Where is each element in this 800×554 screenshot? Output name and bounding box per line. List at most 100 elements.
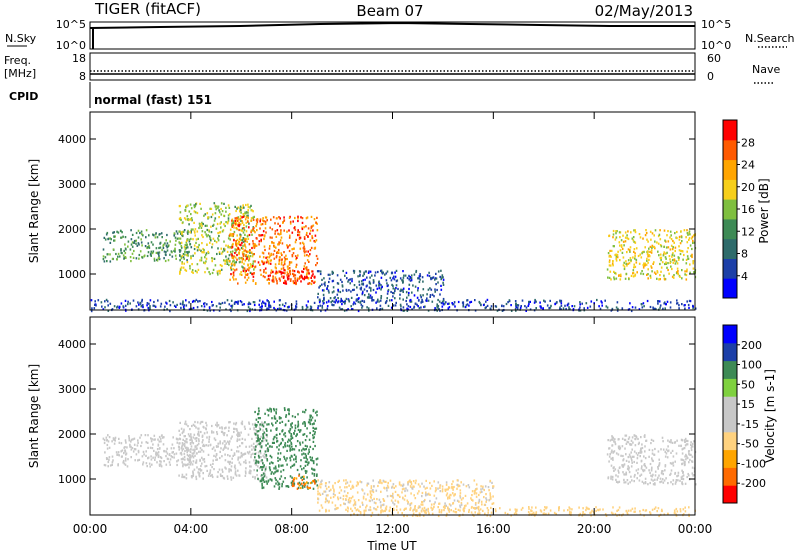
power-echo-cell — [132, 256, 135, 259]
velocity-echo-cell — [321, 479, 323, 482]
velocity-echo-cell — [286, 463, 288, 466]
velocity-echo-cell — [386, 495, 389, 498]
velocity-echo-cell — [691, 466, 694, 469]
velocity-echo-cell — [230, 437, 232, 440]
power-echo-cell — [158, 254, 160, 257]
velocity-echo-cell — [299, 443, 302, 446]
power-echo-cell — [179, 302, 182, 305]
power-echo-cell — [164, 242, 166, 245]
power-echo-cell — [295, 307, 297, 310]
velocity-echo-cell — [604, 513, 607, 516]
power-echo-cell — [657, 302, 659, 305]
power-echo-cell — [163, 257, 165, 260]
power-echo-cell — [350, 290, 352, 293]
power-echo-cell — [668, 255, 671, 258]
velocity-echo-cell — [183, 455, 186, 458]
velocity-echo-cell — [381, 509, 383, 512]
power-echo-cell — [236, 207, 238, 210]
velocity-echo-cell — [192, 473, 195, 476]
velocity-echo-cell — [481, 487, 484, 490]
power-echo-cell — [372, 299, 375, 302]
velocity-echo-cell — [211, 466, 213, 469]
power-echo-cell — [269, 305, 271, 308]
velocity-echo-cell — [672, 461, 674, 464]
velocity-echo-cell — [679, 479, 681, 482]
nave-tick-bottom: 0 — [707, 70, 714, 83]
velocity-echo-cell — [431, 512, 434, 515]
velocity-echo-cell — [255, 418, 258, 421]
power-echo-cell — [235, 240, 237, 243]
velocity-echo-cell — [373, 507, 375, 510]
velocity-echo-cell — [608, 460, 610, 463]
power-echo-cell — [644, 264, 646, 267]
velocity-echo-cell — [389, 479, 392, 482]
power-echo-cell — [334, 296, 336, 299]
power-echo-cell — [318, 299, 321, 302]
velocity-echo-cell — [651, 457, 653, 460]
power-echo-cell — [181, 231, 183, 234]
power-echo-cell — [394, 289, 396, 293]
velocity-echo-cell — [651, 466, 653, 469]
power-echo-cell — [427, 299, 430, 302]
velocity-echo-cell — [275, 470, 278, 473]
velocity-echo-cell — [305, 470, 308, 473]
power-echo-cell — [651, 232, 654, 235]
power-echo-cell — [273, 300, 275, 303]
velocity-echo-cell — [431, 508, 433, 511]
power-echo-cell — [282, 264, 285, 267]
power-echo-cell — [259, 218, 262, 221]
power-echo-cell — [391, 271, 393, 274]
velocity-echo-cell — [629, 455, 631, 458]
power-echo-cell — [442, 278, 445, 281]
power-echo-cell — [182, 253, 185, 256]
power-echo-cell — [287, 278, 289, 281]
velocity-echo-cell — [457, 508, 460, 511]
power-echo-cell — [647, 255, 649, 258]
velocity-echo-cell — [306, 427, 308, 430]
velocity-echo-cell — [468, 508, 470, 512]
power-echo-cell — [244, 259, 247, 262]
velocity-echo-cell — [417, 483, 420, 486]
power-echo-cell — [448, 302, 450, 305]
velocity-echo-cell — [325, 498, 327, 501]
velocity-echo-cell — [380, 510, 383, 513]
power-echo-cell — [371, 299, 373, 302]
power-echo-cell — [198, 222, 201, 225]
velocity-echo-cell — [472, 499, 474, 502]
velocity-echo-cell — [257, 454, 260, 457]
velocity-echo-cell — [316, 474, 318, 477]
power-echo-cell — [568, 306, 570, 309]
power-echo-cell — [321, 278, 323, 281]
power-echo-cell — [304, 275, 306, 278]
velocity-echo-cell — [382, 498, 385, 501]
power-echo-cell — [645, 263, 648, 266]
power-echo-cell — [650, 238, 652, 241]
velocity-echo-cell — [636, 461, 638, 464]
velocity-echo-cell — [284, 445, 287, 448]
power-echo-cell — [515, 302, 517, 305]
power-ylabel: Slant Range [km] — [27, 159, 41, 263]
velocity-echo-cell — [529, 512, 531, 515]
power-echo-cell — [659, 262, 661, 266]
velocity-echo-cell — [452, 510, 455, 513]
power-echo-cell — [149, 253, 152, 256]
power-echo-cell — [242, 257, 244, 260]
power-echo-cell — [348, 279, 350, 282]
velocity-echo-cell — [250, 470, 252, 473]
velocity-echo-cell — [236, 450, 238, 453]
velocity-echo-cell — [203, 460, 206, 463]
power-echo-cell — [294, 277, 296, 280]
velocity-echo-cell — [163, 460, 165, 463]
power-echo-cell — [367, 307, 370, 310]
velocity-echo-cell — [408, 480, 410, 483]
power-echo-cell — [631, 306, 634, 309]
power-echo-cell — [309, 239, 312, 242]
power-colorbar-tick-label: 12 — [741, 225, 755, 238]
power-echo-cell — [439, 309, 441, 312]
power-echo-cell — [242, 269, 245, 273]
time-tick-label: 20:00 — [577, 522, 612, 536]
velocity-echo-cell — [259, 445, 262, 448]
power-echo-cell — [197, 237, 199, 240]
velocity-echo-cell — [657, 476, 659, 479]
velocity-echo-cell — [269, 467, 271, 470]
